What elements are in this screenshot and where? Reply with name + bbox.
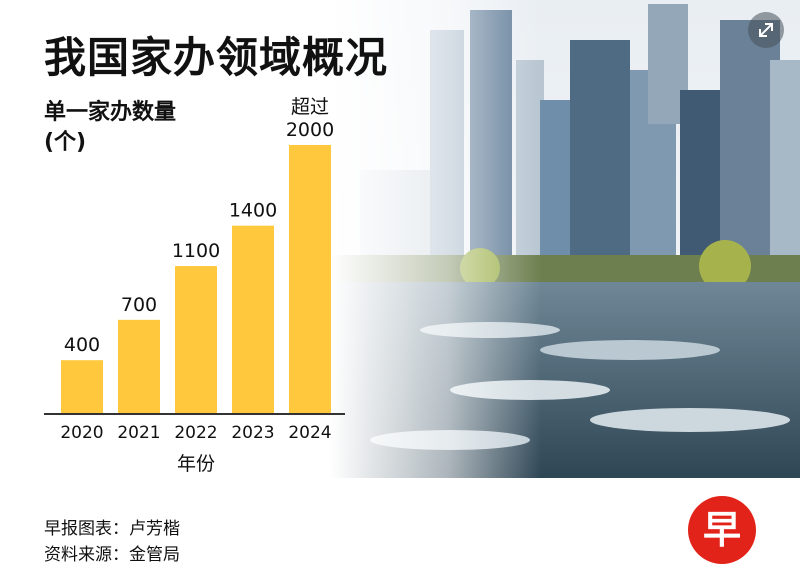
page-title: 我国家办领域概况	[44, 33, 389, 82]
value-label-2020: 400	[64, 334, 100, 356]
singapore-skyline-photo	[330, 0, 800, 478]
tick-label-2023: 2023	[231, 423, 274, 443]
chart-subtitle: 单一家办数量 (个)	[44, 98, 176, 158]
tick-label-2024: 2024	[288, 423, 331, 443]
credits: 早报图表：卢芳楷 资料来源：金管局	[44, 516, 180, 568]
tick-label-2021: 2021	[117, 423, 160, 443]
x-axis-label: 年份	[177, 453, 215, 475]
tick-label-2020: 2020	[60, 423, 103, 443]
value-label-2024: 2000	[286, 119, 334, 141]
svg-text:早: 早	[703, 508, 741, 552]
zaobao-logo-mark: 早	[703, 508, 741, 552]
subtitle-line-2: (个)	[44, 130, 87, 155]
bar-2021	[118, 319, 160, 414]
bar-2023	[232, 225, 274, 414]
expand-button[interactable]	[748, 12, 784, 48]
credit-chart: 早报图表：卢芳楷	[44, 519, 180, 539]
zaobao-logo: 早	[688, 496, 756, 564]
value-label-2022: 1100	[172, 240, 220, 262]
bar-2022	[175, 266, 217, 414]
value-label-2023: 1400	[229, 200, 277, 222]
subtitle-line-1: 单一家办数量	[44, 100, 177, 125]
credit-source: 资料来源：金管局	[44, 545, 180, 565]
bar-2024	[289, 145, 331, 414]
bar-2020	[61, 360, 103, 414]
value-label-2021: 700	[121, 294, 157, 316]
expand-icon	[759, 23, 773, 37]
bar-chart: 400 2020 700 2021 1100 2022 1400 2023 2000 2024 超过…	[44, 96, 345, 475]
annotation-2024: 超过	[291, 96, 329, 118]
tick-label-2022: 2022	[174, 423, 217, 443]
